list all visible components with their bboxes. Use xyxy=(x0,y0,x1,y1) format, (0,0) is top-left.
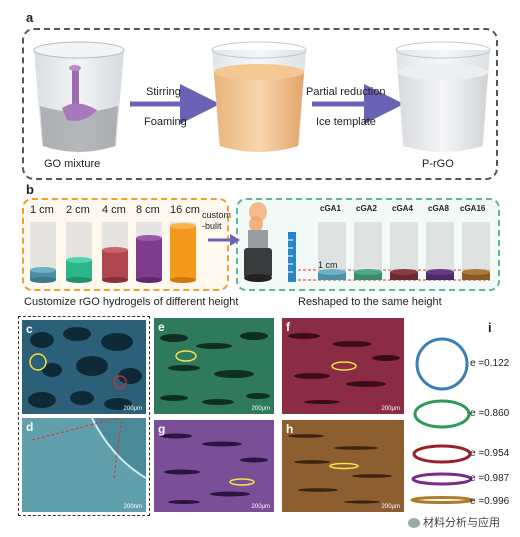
ecc-value-1: e =0.122 xyxy=(470,358,510,369)
wechat-icon xyxy=(408,518,420,529)
panel-i-letter: i xyxy=(488,320,492,335)
sem-e-scale: 200μm xyxy=(251,406,270,412)
sem-h-letter: h xyxy=(286,422,294,436)
sem-d-scale: 200nm xyxy=(123,504,142,510)
sem-g-scale: 200μm xyxy=(251,504,270,510)
watermark: 材料分析与应用 xyxy=(408,514,500,530)
cylinder-16cm xyxy=(170,222,196,283)
ring-0987 xyxy=(411,472,473,486)
custom-built-label: custom -bulit xyxy=(202,210,232,231)
ring-0954 xyxy=(412,444,472,464)
ecc-value-2: e =0.860 xyxy=(470,408,510,419)
ring-0996 xyxy=(410,496,474,504)
sem-image-d: d 200nm xyxy=(22,418,146,512)
sem-cd-frame xyxy=(18,316,150,516)
reshaped-cga2 xyxy=(354,222,382,280)
ecc-value-3: e =0.954 xyxy=(470,448,510,459)
sem-image-h: h 200μm xyxy=(282,420,404,512)
sem-c-texture xyxy=(28,327,142,410)
sem-c-scale: 200μm xyxy=(123,406,142,412)
height-label-4: 4 cm xyxy=(102,204,126,216)
panel-a-frame xyxy=(22,28,498,180)
height-label-8: 8 cm xyxy=(136,204,160,216)
sem-h-scale: 200μm xyxy=(381,504,400,510)
sem-c-letter: c xyxy=(26,322,33,336)
cylinder-1cm xyxy=(30,222,56,283)
sem-d-texture xyxy=(22,418,146,512)
sem-e-letter: e xyxy=(158,320,165,334)
reshaped-cga4 xyxy=(390,222,418,280)
sample-label-cga4: cGA4 xyxy=(392,204,413,213)
press-tool xyxy=(244,202,272,282)
ice-template-label: Ice template xyxy=(316,116,376,128)
cylinder-4cm xyxy=(102,222,128,283)
beaker-foamed xyxy=(211,41,307,152)
sem-g-texture xyxy=(160,433,268,504)
reshaped-cga1 xyxy=(318,222,346,280)
cylinder-2cm xyxy=(66,222,92,283)
stirring-label: Stirring xyxy=(146,86,181,98)
go-mixture-label: GO mixture xyxy=(44,158,101,170)
ellipse-rings xyxy=(410,337,474,504)
height-label-16: 16 cm xyxy=(170,204,200,216)
sample-label-cga16: cGA16 xyxy=(460,204,486,213)
sem-f-scale: 200μm xyxy=(381,406,400,412)
partial-reduction-label: Partial reduction xyxy=(306,86,386,98)
ring-0860 xyxy=(413,399,471,429)
panel-a-illustration xyxy=(33,41,491,152)
ecc-value-5: e =0.996 xyxy=(470,496,510,507)
sample-label-cga1: cGA1 xyxy=(320,204,341,213)
sem-h-texture xyxy=(288,434,392,504)
height-label-1: 1 cm xyxy=(30,204,54,216)
caption-customize: Customize rGO hydrogels of different hei… xyxy=(24,296,239,308)
sem-f-texture xyxy=(288,333,400,404)
sem-image-g: g 200μm xyxy=(154,420,274,512)
sem-d-letter: d xyxy=(26,420,34,434)
ring-0122 xyxy=(415,337,469,391)
reshaped-cga16 xyxy=(462,222,490,280)
foaming-label: Foaming xyxy=(144,116,187,128)
sample-label-cga2: cGA2 xyxy=(356,204,377,213)
reshaped-cga8 xyxy=(426,222,454,280)
sem-g-letter: g xyxy=(158,422,166,436)
sample-label-cga8: cGA8 xyxy=(428,204,449,213)
height-label-2: 2 cm xyxy=(66,204,90,216)
sem-e-texture xyxy=(160,332,270,405)
ecc-value-4: e =0.987 xyxy=(470,473,510,484)
panel-a-letter: a xyxy=(26,10,34,25)
sem-image-f: f 200μm xyxy=(282,318,404,414)
caption-reshaped: Reshaped to the same height xyxy=(298,296,442,308)
sem-image-e: e 200μm xyxy=(154,318,274,414)
panel-b-illustration xyxy=(30,202,490,283)
watermark-text: 材料分析与应用 xyxy=(423,517,500,529)
beaker-p-rgo xyxy=(395,41,491,152)
p-rgo-label: P-rGO xyxy=(422,158,454,170)
panel-b-letter: b xyxy=(26,182,34,197)
ruler-length-label: 1 cm xyxy=(318,260,338,270)
ruler-icon xyxy=(288,232,296,282)
sem-f-letter: f xyxy=(286,320,290,334)
cylinder-8cm xyxy=(136,222,162,283)
sem-image-c: c 200μm xyxy=(22,320,146,414)
beaker-go-mixture xyxy=(33,41,125,152)
